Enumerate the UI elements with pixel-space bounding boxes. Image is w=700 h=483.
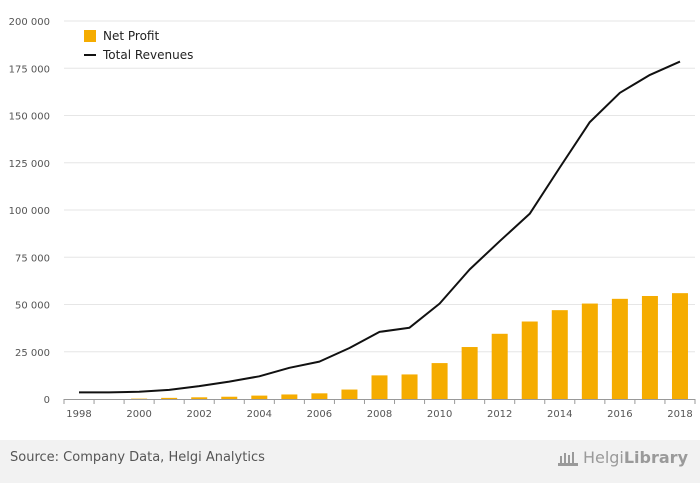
y-tick-label: 150 000 — [9, 112, 50, 123]
x-tick-label: 2000 — [126, 409, 151, 420]
net-profit-bar — [641, 295, 658, 399]
total-revenues-line — [79, 60, 681, 394]
y-tick-label: 75 000 — [15, 253, 50, 264]
x-tick-label: 2014 — [547, 409, 572, 420]
brand-name-library: Library — [623, 448, 688, 467]
legend-label-total-revenues: Total Revenues — [102, 48, 193, 62]
footer: Source: Company Data, Helgi Analytics He… — [0, 440, 700, 483]
net-profit-bar — [341, 389, 358, 399]
net-profit-bar — [491, 333, 508, 399]
y-tick-label: 100 000 — [9, 206, 50, 217]
net-profit-bar — [611, 298, 628, 399]
x-tick-label: 1998 — [66, 409, 91, 420]
x-axis: 1998 2000 2002 2004 2006 2008 2010 2012 2014 2016… — [63, 399, 696, 420]
net-profit-bar — [251, 395, 268, 399]
chart: 1998 2000 2002 2004 2006 2008 2010 2012 2014 2016… — [9, 17, 696, 420]
y-axis: 0 25 000 50 000 75 000 100 000 125 000 150 000… — [9, 17, 50, 406]
x-tick-label: 2010 — [427, 409, 452, 420]
x-tick-label: 2016 — [607, 409, 632, 420]
x-tick-label: 2006 — [307, 409, 332, 420]
y-tick-label: 25 000 — [15, 348, 50, 359]
source-text: Source: Company Data, Helgi Analytics — [10, 450, 265, 465]
x-tick-label: 2012 — [487, 409, 512, 420]
x-tick-label: 2002 — [186, 409, 211, 420]
brand-name-helgi: Helgi — [582, 448, 624, 467]
net-profit-bar — [551, 310, 568, 399]
total-revenues-line-group — [79, 60, 681, 394]
legend-label-net-profit: Net Profit — [103, 29, 159, 43]
y-tick-label: 175 000 — [9, 64, 50, 75]
net-profit-bar — [431, 363, 448, 399]
legend: Net Profit Total Revenues — [84, 29, 193, 62]
y-tick-label: 125 000 — [9, 159, 50, 170]
y-tick-label: 200 000 — [9, 17, 50, 28]
brand-logo[interactable]: Helgi Library — [557, 448, 688, 467]
net-profit-bar — [401, 374, 418, 399]
net-profit-bar — [581, 303, 598, 399]
y-tick-label: 50 000 — [15, 301, 50, 312]
net-profit-bar — [371, 375, 388, 399]
net-profit-bar — [671, 293, 688, 399]
x-tick-label: 2018 — [667, 409, 692, 420]
legend-swatch-net-profit — [84, 30, 96, 42]
net-profit-bar — [281, 394, 298, 399]
net-profit-bars — [131, 293, 688, 399]
x-tick-label: 2004 — [247, 409, 272, 420]
net-profit-bar — [521, 321, 538, 399]
net-profit-bar — [161, 397, 178, 399]
net-profit-bar — [461, 347, 478, 399]
net-profit-bar — [221, 396, 238, 399]
net-profit-bar — [191, 397, 208, 399]
x-tick-label: 2008 — [367, 409, 392, 420]
net-profit-bar — [311, 393, 328, 399]
grid — [64, 20, 695, 353]
y-tick-label: 0 — [44, 395, 50, 406]
library-icon — [557, 451, 578, 466]
